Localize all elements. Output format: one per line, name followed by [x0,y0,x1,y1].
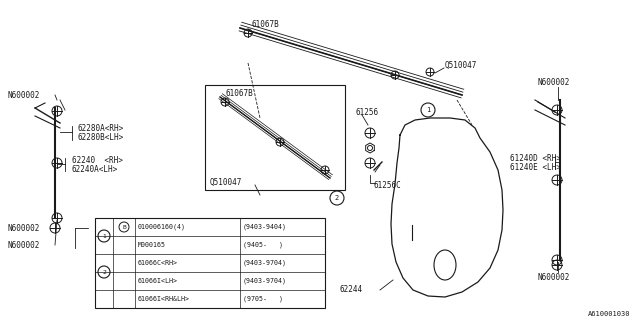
Text: 61066I<LH>: 61066I<LH> [138,278,178,284]
Text: 2: 2 [102,269,106,275]
Text: Q510047: Q510047 [210,178,243,187]
Text: N600002: N600002 [8,241,40,250]
Text: 2: 2 [335,195,339,201]
Text: 62240A<LH>: 62240A<LH> [72,164,118,173]
Text: 61256C: 61256C [374,180,402,189]
Text: Q510047: Q510047 [445,60,477,69]
Text: 1: 1 [426,107,430,113]
Text: A610001030: A610001030 [588,311,630,317]
Text: N600002: N600002 [8,91,40,100]
Text: 61256: 61256 [355,108,378,116]
Text: M000165: M000165 [138,242,166,248]
Text: (9705-   ): (9705- ) [243,296,283,302]
Text: N600002: N600002 [538,77,570,86]
Text: 62280A<RH>: 62280A<RH> [78,124,124,132]
Text: N600002: N600002 [538,274,570,283]
Text: 1: 1 [102,234,106,238]
Text: B: B [122,225,126,229]
Text: 010006160(4): 010006160(4) [138,224,186,230]
Text: 61067B: 61067B [225,89,253,98]
Text: (9403-9704): (9403-9704) [243,278,287,284]
Text: 62244: 62244 [340,285,363,294]
Text: (9403-9704): (9403-9704) [243,260,287,266]
Bar [95,218,325,308]
Text: N600002: N600002 [8,223,40,233]
Text: 61240D <RH>: 61240D <RH> [510,154,561,163]
Text: 61067B: 61067B [252,20,280,28]
Text: 61066I<RH&LH>: 61066I<RH&LH> [138,296,190,302]
Text: (9403-9404): (9403-9404) [243,224,287,230]
Text: (9405-   ): (9405- ) [243,242,283,248]
Bar [205,85,345,190]
Text: 61066C<RH>: 61066C<RH> [138,260,178,266]
Text: 62240  <RH>: 62240 <RH> [72,156,123,164]
Text: 62280B<LH>: 62280B<LH> [78,132,124,141]
Text: 61240E <LH>: 61240E <LH> [510,163,561,172]
